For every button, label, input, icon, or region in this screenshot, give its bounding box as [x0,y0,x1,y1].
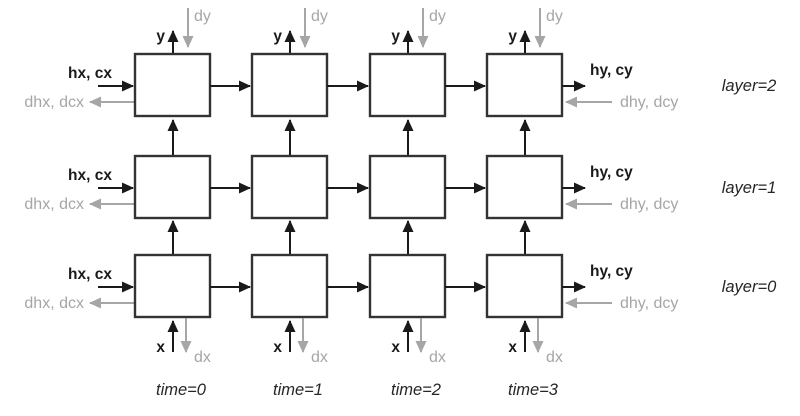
layer-row-2: hx, cx dhx, dcx hy, cy dhy, dcy layer=2 [24,52,777,118]
hidden-state-grad-in-label: dhy, dcy [620,94,678,111]
layer-row-1: hx, cx dhx, dcx hy, cy dhy, dcy layer=1 [24,154,777,220]
rnn-cell [485,52,564,118]
rnn-cell [485,253,564,319]
output-grad-label: dy [194,8,211,25]
input-label: x [156,339,165,356]
hidden-state-in-label: hx, cx [68,167,112,184]
layer-label: layer=0 [722,278,777,296]
rnn-cell [133,154,212,220]
rnn-cell [250,154,329,220]
output-label: y [391,28,400,45]
input-arrows-bottom: x dx x dx x dx x dx [156,318,563,366]
output-label: y [508,28,517,45]
input-grad-label: dx [546,349,563,366]
hidden-state-grad-out-label: dhx, dcx [24,295,84,312]
time-label: time=3 [508,381,559,399]
hidden-state-out-label: hy, cy [590,164,633,181]
rnn-cell [133,253,212,319]
output-arrows-top: y dy y dy y dy y dy [156,8,563,53]
hidden-state-grad-in-label: dhy, dcy [620,295,678,312]
input-grad-label: dx [429,349,446,366]
output-label: y [273,28,282,45]
hidden-state-out-label: hy, cy [590,62,633,79]
input-label: x [508,339,517,356]
output-grad-label: dy [311,8,328,25]
rnn-cell [133,52,212,118]
layer-label: layer=2 [722,77,777,95]
rnn-cell [368,52,447,118]
output-grad-label: dy [546,8,563,25]
rnn-cell [250,52,329,118]
hidden-state-in-label: hx, cx [68,65,112,82]
time-axis: time=0 time=1 time=2 time=3 [156,381,559,399]
hidden-state-grad-out-label: dhx, dcx [24,196,84,213]
input-label: x [273,339,282,356]
layer-label: layer=1 [722,179,777,197]
output-grad-label: dy [429,8,446,25]
input-label: x [391,339,400,356]
rnn-cell [368,154,447,220]
input-grad-label: dx [311,349,328,366]
rnn-cell [485,154,564,220]
time-label: time=1 [273,381,323,399]
hidden-state-in-label: hx, cx [68,266,112,283]
layer-row-0: hx, cx dhx, dcx hy, cy dhy, dcy layer=0 [24,253,777,319]
hidden-state-grad-out-label: dhx, dcx [24,94,84,111]
rnn-cell [250,253,329,319]
hidden-state-grad-in-label: dhy, dcy [620,196,678,213]
hidden-state-out-label: hy, cy [590,263,633,280]
time-label: time=2 [391,381,441,399]
input-grad-label: dx [194,349,211,366]
time-label: time=0 [156,381,207,399]
output-label: y [156,28,165,45]
rnn-cell [368,253,447,319]
layer-forward-arrows [167,119,531,254]
